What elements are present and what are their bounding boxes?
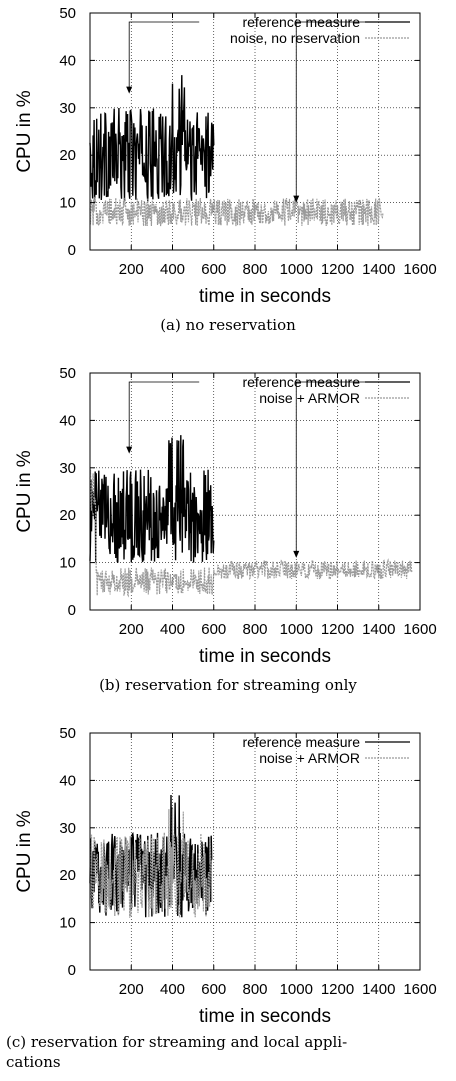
annotation-arrow-head — [126, 446, 133, 454]
y-tick-label: 50 — [59, 725, 76, 742]
figure-caption: cations — [6, 1053, 61, 1071]
annotation-arrow-head — [293, 195, 300, 203]
x-tick-label: 200 — [119, 261, 144, 278]
y-tick-label: 50 — [59, 5, 76, 22]
annotation-arrow-head — [293, 550, 300, 558]
x-tick-label: 1000 — [280, 261, 313, 278]
y-axis-label: CPU in % — [14, 810, 35, 892]
x-tick-label: 200 — [119, 981, 144, 998]
annotation-arrow-line — [128, 21, 200, 88]
y-tick-label: 50 — [59, 365, 76, 382]
x-tick-label: 1000 — [280, 981, 313, 998]
x-tick-label: 1600 — [403, 621, 436, 638]
figure-caption: (a) no reservation — [160, 316, 296, 334]
x-axis-label: time in seconds — [199, 646, 331, 667]
y-tick-label: 0 — [68, 962, 76, 979]
legend-label: reference measure — [242, 374, 360, 390]
y-tick-label: 40 — [59, 52, 76, 69]
x-tick-label: 1200 — [321, 261, 354, 278]
x-tick-label: 200 — [119, 621, 144, 638]
y-tick-label: 30 — [59, 460, 76, 477]
x-axis-label: time in seconds — [199, 1006, 331, 1027]
x-tick-label: 800 — [242, 981, 267, 998]
legend-label: reference measure — [242, 14, 360, 30]
series-noise-line — [89, 196, 384, 228]
x-tick-label: 600 — [201, 261, 226, 278]
annotation-arrow-line — [128, 381, 200, 448]
x-tick-label: 400 — [160, 981, 185, 998]
series-noise-line — [89, 808, 213, 918]
x-tick-label: 400 — [160, 621, 185, 638]
figure-caption: (c) reservation for streaming and local … — [6, 1033, 347, 1051]
y-tick-label: 20 — [59, 147, 76, 164]
y-axis-label: CPU in % — [14, 450, 35, 532]
x-tick-label: 1400 — [362, 981, 395, 998]
series-reference-line — [89, 75, 215, 202]
annotation-arrow-head — [126, 86, 133, 94]
y-tick-label: 10 — [59, 915, 76, 932]
legend-label: noise, no reservation — [230, 30, 360, 46]
y-axis-label: CPU in % — [14, 90, 35, 172]
annotation-arrow-line — [295, 21, 367, 197]
x-tick-label: 1200 — [321, 981, 354, 998]
legend-label: noise + ARMOR — [259, 750, 360, 766]
x-axis-label: time in seconds — [199, 286, 331, 307]
x-tick-label: 800 — [242, 621, 267, 638]
x-tick-label: 800 — [242, 261, 267, 278]
x-tick-label: 400 — [160, 261, 185, 278]
figure-caption: (b) reservation for streaming only — [99, 676, 357, 694]
y-tick-label: 20 — [59, 867, 76, 884]
x-tick-label: 1400 — [362, 261, 395, 278]
y-tick-label: 30 — [59, 820, 76, 837]
x-tick-label: 1600 — [403, 261, 436, 278]
y-tick-label: 0 — [68, 242, 76, 259]
y-tick-label: 30 — [59, 100, 76, 117]
y-tick-label: 40 — [59, 412, 76, 429]
y-tick-label: 0 — [68, 602, 76, 619]
annotation-arrow-line — [295, 381, 367, 552]
x-tick-label: 600 — [201, 621, 226, 638]
y-tick-label: 40 — [59, 772, 76, 789]
x-tick-label: 1200 — [321, 621, 354, 638]
y-tick-label: 20 — [59, 507, 76, 524]
legend-label: noise + ARMOR — [259, 390, 360, 406]
y-tick-label: 10 — [59, 555, 76, 572]
y-tick-label: 10 — [59, 195, 76, 212]
x-tick-label: 1400 — [362, 621, 395, 638]
x-tick-label: 600 — [201, 981, 226, 998]
series-reference-line — [89, 435, 215, 563]
legend-label: reference measure — [242, 734, 360, 750]
x-tick-label: 1600 — [403, 981, 436, 998]
x-tick-label: 1000 — [280, 621, 313, 638]
series-noise-line — [89, 469, 413, 598]
